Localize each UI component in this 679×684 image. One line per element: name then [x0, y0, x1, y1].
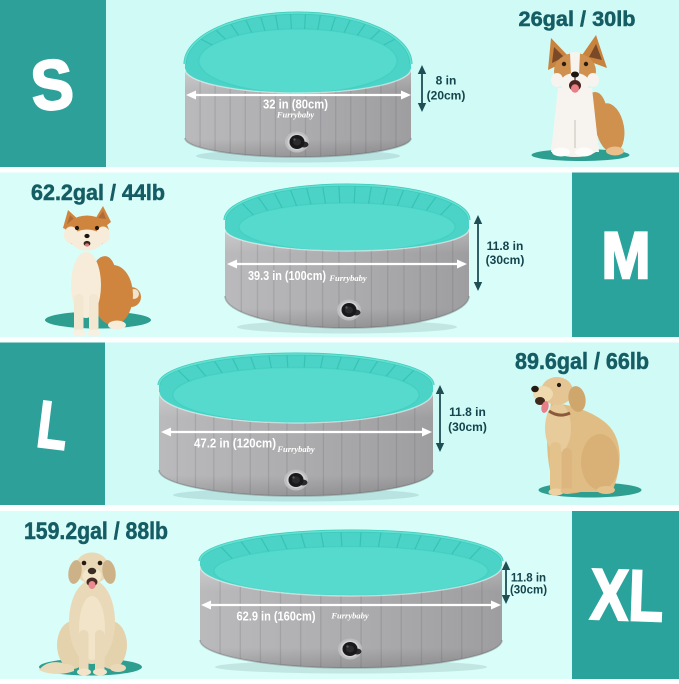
svg-text:(30cm): (30cm) [448, 420, 487, 434]
svg-text:11.8 in: 11.8 in [511, 573, 546, 585]
svg-text:Furrybaby: Furrybaby [328, 273, 367, 283]
svg-text:39.3 in (100cm): 39.3 in (100cm) [248, 268, 326, 283]
svg-text:89.6gal / 66lb: 89.6gal / 66lb [515, 348, 649, 374]
svg-text:26gal / 30lb: 26gal / 30lb [519, 8, 636, 31]
svg-text:159.2gal / 88lb: 159.2gal / 88lb [24, 518, 168, 545]
svg-text:S: S [28, 44, 77, 125]
svg-text:47.2 in (120cm): 47.2 in (120cm) [194, 436, 276, 451]
svg-text:8 in: 8 in [436, 74, 457, 88]
svg-text:62.9 in (160cm): 62.9 in (160cm) [237, 609, 316, 624]
svg-text:Furrybaby: Furrybaby [276, 110, 315, 120]
svg-text:62.2gal / 44lb: 62.2gal / 44lb [31, 180, 165, 205]
svg-text:Furrybaby: Furrybaby [330, 611, 369, 621]
svg-text:11.8 in: 11.8 in [449, 405, 486, 419]
svg-text:M: M [602, 218, 651, 292]
svg-text:(30cm): (30cm) [510, 585, 547, 597]
svg-text:(20cm): (20cm) [427, 89, 466, 103]
svg-text:XL: XL [589, 555, 665, 637]
svg-text:11.8 in: 11.8 in [487, 239, 524, 253]
svg-text:(30cm): (30cm) [486, 253, 525, 267]
svg-text:32 in (80cm): 32 in (80cm) [263, 97, 328, 112]
svg-text:Furrybaby: Furrybaby [276, 444, 315, 454]
